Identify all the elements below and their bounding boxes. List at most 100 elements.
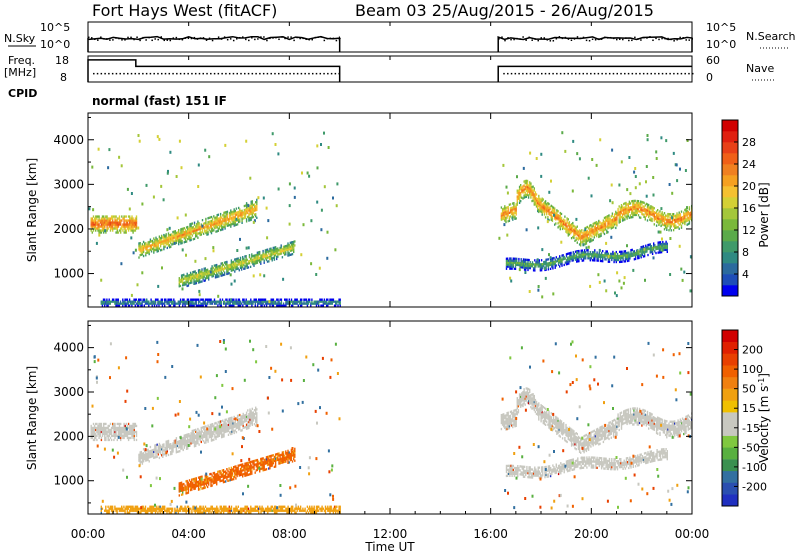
heatmap-cell: [204, 302, 207, 305]
heatmap-cell: [296, 300, 298, 303]
heatmap-cell: [624, 218, 626, 221]
heatmap-cell: [678, 215, 680, 218]
heatmap-cell: [283, 245, 286, 248]
heatmap-cell: [198, 435, 200, 438]
heatmap-cell: [614, 213, 616, 216]
heatmap-cell: [233, 262, 235, 266]
heatmap-cell: [601, 228, 603, 231]
heatmap-cell: [557, 214, 559, 217]
heatmap-cell: [329, 302, 331, 305]
heatmap-speck: [589, 284, 592, 288]
heatmap-cell: [193, 302, 195, 305]
heatmap-cell: [213, 300, 216, 303]
heatmap-cell: [601, 226, 603, 229]
heatmap-cell: [252, 215, 255, 219]
heatmap-cell: [642, 245, 645, 248]
heatmap-cell: [238, 300, 241, 303]
heatmap-cell: [112, 219, 114, 222]
colorbar-swatch: [722, 252, 738, 264]
heatmap-cell: [621, 252, 623, 255]
heatmap-cell: [149, 449, 152, 453]
heatmap-cell: [626, 217, 628, 220]
nave-dot: [548, 72, 551, 75]
heatmap-cell: [294, 240, 296, 243]
heatmap-cell: [183, 235, 185, 238]
heatmap-cell: [565, 255, 568, 258]
heatmap-cell: [511, 265, 513, 268]
heatmap-cell: [163, 240, 165, 243]
heatmap-speck: [120, 262, 123, 266]
heatmap-cell: [551, 219, 554, 222]
heatmap-cell: [278, 253, 280, 256]
heatmap-cell: [150, 298, 152, 301]
heatmap-cell: [114, 215, 116, 218]
heatmap-cell: [162, 455, 164, 458]
heatmap-cell: [162, 242, 164, 245]
heatmap-cell: [242, 266, 244, 269]
heatmap-speck: [262, 196, 265, 200]
heatmap-cell: [170, 237, 172, 240]
heatmap-cell: [242, 256, 244, 259]
heatmap-cell: [618, 221, 620, 224]
heatmap-cell: [141, 462, 144, 465]
heatmap-cell: [661, 215, 663, 218]
heatmap-cell: [195, 233, 197, 236]
heatmap-cell: [622, 256, 624, 259]
heatmap-cell: [179, 280, 182, 284]
heatmap-cell: [542, 210, 544, 213]
heatmap-cell: [120, 231, 122, 234]
heatmap-cell: [203, 267, 205, 270]
heatmap-cell: [267, 302, 269, 305]
heatmap-cell: [105, 300, 107, 303]
heatmap-cell: [96, 215, 98, 218]
heatmap-cell: [234, 264, 236, 267]
heatmap-cell: [523, 268, 526, 271]
heatmap-cell: [676, 214, 678, 217]
heatmap-cell: [672, 223, 675, 226]
heatmap-cell: [246, 258, 248, 261]
heatmap-cell: [132, 428, 134, 432]
heatmap-cell: [193, 435, 196, 438]
heatmap-cell: [289, 247, 291, 250]
heatmap-cell: [192, 439, 195, 442]
heatmap-cell: [225, 223, 227, 226]
heatmap-cell: [671, 219, 674, 222]
heatmap-cell: [124, 432, 126, 436]
heatmap-cell: [102, 298, 105, 301]
heatmap-cell: [223, 273, 226, 276]
heatmap-cell: [648, 207, 650, 211]
nsearch-dot: [516, 37, 518, 40]
heatmap-cell: [175, 437, 178, 440]
heatmap-cell: [250, 208, 252, 211]
heatmap-cell: [199, 227, 201, 231]
heatmap-cell: [215, 421, 217, 425]
heatmap-cell: [214, 436, 216, 439]
heatmap-cell: [602, 227, 605, 230]
heatmap-cell: [184, 240, 187, 243]
nsearch-dot: [287, 36, 289, 38]
nave-dot: [684, 72, 686, 75]
heatmap-cell: [239, 300, 242, 303]
heatmap-cell: [221, 434, 223, 437]
heatmap-cell: [556, 217, 558, 220]
heatmap-speck: [498, 236, 501, 240]
heatmap-cell: [294, 302, 296, 305]
heatmap-cell: [162, 236, 164, 239]
heatmap-cell: [154, 444, 156, 447]
heatmap-cell: [174, 230, 176, 233]
heatmap-cell: [225, 418, 227, 421]
heatmap-cell: [200, 223, 202, 226]
heatmap-speck: [323, 185, 326, 189]
heatmap-cell: [107, 227, 109, 230]
heatmap-cell: [232, 302, 234, 305]
heatmap-cell: [243, 300, 245, 303]
heatmap-cell: [513, 206, 515, 209]
heatmap-cell: [211, 300, 213, 303]
heatmap-cell: [118, 229, 121, 232]
heatmap-speck: [267, 219, 270, 223]
heatmap-cell: [188, 237, 190, 240]
heatmap-cell: [173, 230, 175, 233]
heatmap-cell: [184, 236, 187, 239]
heatmap-cell: [633, 207, 635, 211]
heatmap-cell: [637, 255, 639, 258]
